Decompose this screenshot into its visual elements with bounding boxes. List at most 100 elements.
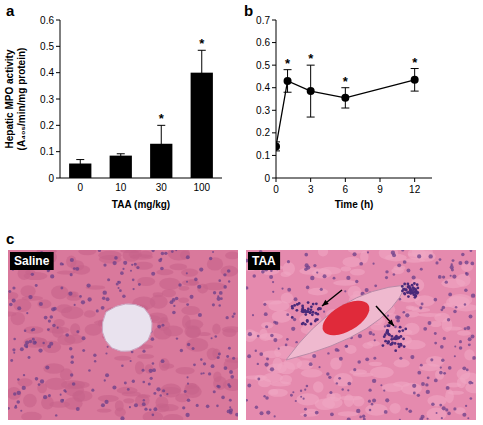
nucleus [281,287,283,289]
nucleus [178,283,181,286]
nucleus [368,389,371,392]
nucleus [286,338,289,341]
nucleus [23,374,25,376]
tissue-texture [181,306,200,315]
nucleus [448,366,452,370]
nucleus [96,309,99,312]
tissue-texture [168,250,190,260]
nucleus [410,355,414,359]
nucleus [223,285,227,289]
nucleus [420,268,423,271]
nucleus [399,419,401,420]
nucleus [101,306,105,310]
nucleus [71,355,74,358]
nucleus [359,262,363,266]
nucleus [86,283,90,287]
nucleus [427,418,429,420]
nucleus [264,362,268,366]
tissue-texture [186,338,209,352]
nucleus [263,395,265,397]
nucleus [134,403,138,407]
nucleus [173,305,175,307]
nucleus [227,383,230,386]
nucleus [227,410,231,414]
nucleus [182,406,185,409]
panel-a: a00.10.20.30.40.50.6Hepatic MPO activity… [4,2,222,210]
infiltrate [416,283,419,286]
tissue-texture [460,373,476,385]
nucleus [465,272,469,276]
tissue-texture [184,386,202,398]
tissue-texture [114,356,131,361]
nucleus [367,251,369,253]
infiltrate [395,337,398,340]
tissue-texture [13,299,31,312]
nucleus [466,369,469,372]
nucleus [464,303,466,305]
nucleus [346,276,350,280]
tissue-texture [333,373,352,387]
nucleus [226,355,229,358]
figure: a00.10.20.30.40.50.6Hepatic MPO activity… [0,0,483,425]
nucleus [413,392,416,395]
y-tick [56,20,60,21]
nucleus [452,274,456,278]
y-tick [272,87,276,88]
y-tick [56,99,60,100]
infiltrate [307,310,310,313]
tissue-texture [43,363,64,374]
infiltrate [312,303,315,306]
nucleus [266,410,270,414]
tissue-texture [186,326,200,338]
arrow [322,290,342,306]
y-tick [56,178,60,179]
infiltrate [414,294,417,297]
nucleus [303,398,305,400]
nucleus [407,269,411,273]
tissue-texture [379,250,399,260]
tissue-texture [457,331,471,336]
tissue-texture [67,381,90,388]
nucleus [161,324,164,327]
nucleus [316,272,318,274]
tissue-texture [426,356,444,367]
nucleus [74,304,76,306]
nucleus [326,372,329,375]
nucleus [47,328,50,331]
nucleus [8,407,10,410]
tissue-texture [221,266,238,277]
tissue-texture [308,288,328,296]
panel-c: cSalineTAA [2,230,483,423]
nucleus [465,405,467,407]
significance: * [159,111,165,126]
nucleus [310,276,314,280]
nucleus [57,327,59,329]
infiltrate [304,323,307,326]
nucleus [142,402,146,406]
tissue-texture [212,324,221,335]
nucleus [148,382,151,385]
nucleus [336,382,338,384]
nucleus [132,279,135,282]
nucleus [454,346,456,348]
tissue-texture [145,364,153,374]
infiltrate [388,334,391,337]
tissue-texture [350,269,365,276]
infiltrate [390,338,393,341]
tissue-texture [268,300,289,311]
micrograph: Saline [2,247,243,423]
nucleus [430,358,433,361]
x-tick-label: 100 [193,182,210,193]
nucleus [103,290,107,294]
error-bar [341,88,349,108]
error-bar [157,125,165,162]
bar [110,156,132,178]
y-tick-label: 0.1 [40,146,54,157]
tissue-texture [246,329,257,342]
nucleus [399,357,402,360]
nucleus [13,352,15,354]
nucleus [94,360,96,362]
nucleus [193,363,196,366]
y-tick [272,132,276,133]
nucleus [29,340,33,344]
